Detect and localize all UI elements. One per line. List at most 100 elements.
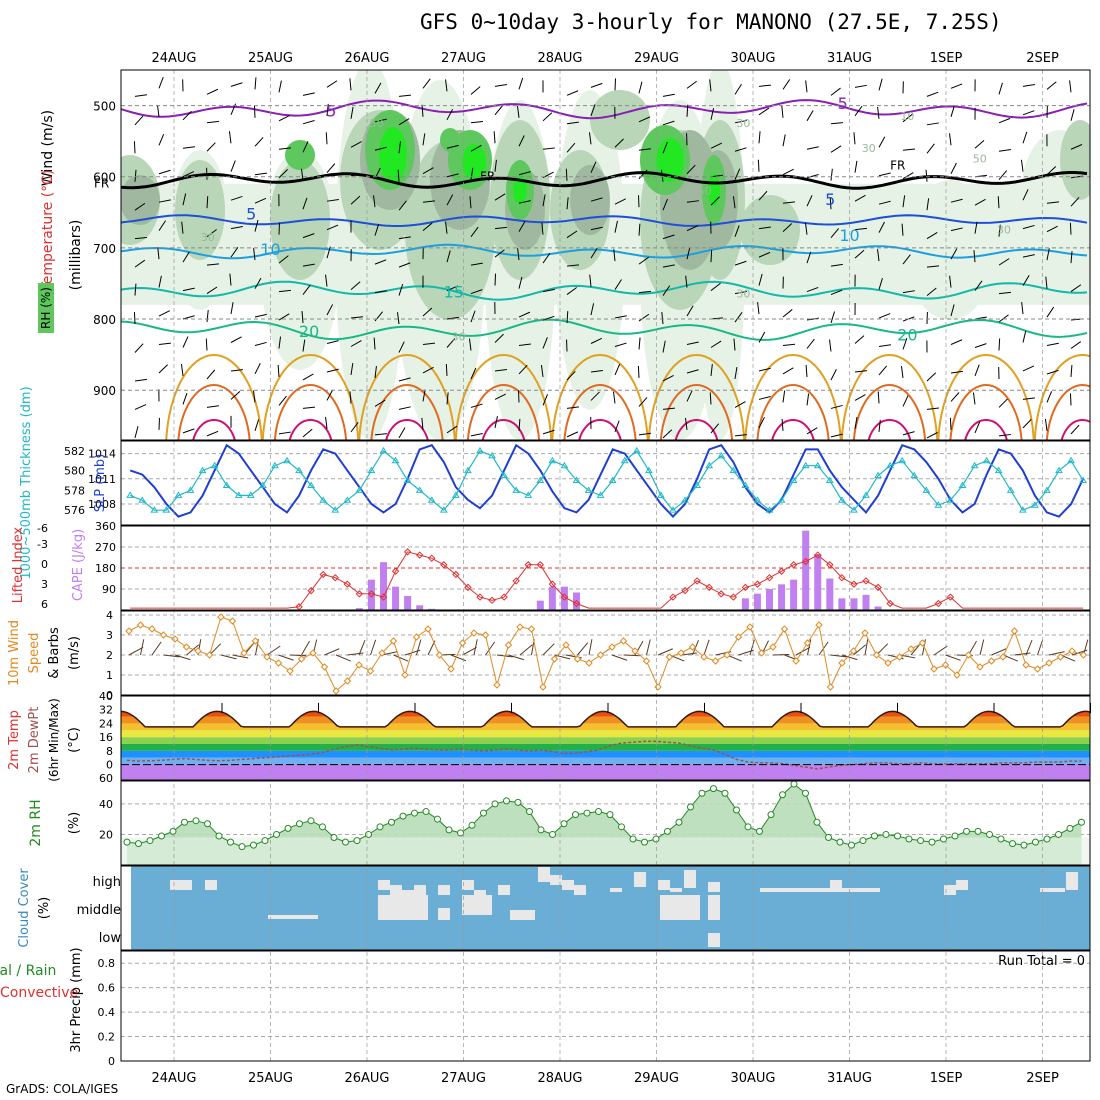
- wind-barb: [1022, 131, 1028, 144]
- panel-frame: [120, 525, 1091, 611]
- wind-barbs-upper: [133, 76, 1083, 439]
- wind-barb: [638, 397, 648, 407]
- wind-barb: [758, 367, 771, 372]
- wind-speed-point: [493, 681, 501, 689]
- y-tick-wind: 1: [106, 669, 113, 682]
- wind-barb: [278, 431, 291, 435]
- wind-speed-point: [757, 649, 766, 657]
- wind-barb: [734, 434, 747, 437]
- rh-point: [319, 823, 326, 831]
- wind-barb-10m: [128, 646, 144, 656]
- wind-barb: [326, 163, 336, 174]
- y-tick-precip: 0: [108, 1055, 115, 1068]
- wind-barb: [878, 221, 885, 233]
- wind-barb: [950, 162, 957, 174]
- wind-barb: [157, 247, 160, 260]
- date-label-top: 26AUG: [344, 51, 389, 66]
- y-label-barbs: & Barbs: [47, 627, 62, 679]
- y-tick-rh: 20: [99, 828, 113, 841]
- thickness-point: [391, 456, 400, 464]
- rh-point: [641, 838, 648, 846]
- wind-barb: [181, 221, 184, 234]
- wind-barb: [446, 250, 451, 263]
- wind-barb: [470, 367, 477, 380]
- wind-speed-point: [619, 637, 628, 645]
- wind-barb: [206, 369, 216, 380]
- wind-barb: [949, 417, 952, 430]
- wind-barb: [182, 428, 195, 434]
- wind-barb: [950, 304, 955, 317]
- wind-barb: [662, 407, 675, 410]
- cloud-bar: [390, 885, 402, 895]
- li-point: [838, 573, 846, 582]
- temp-contour-warm: [358, 354, 456, 440]
- wind-barb: [542, 288, 555, 293]
- wind-barb: [734, 119, 747, 124]
- date-label-bottom: 26AUG: [344, 1071, 389, 1086]
- wind-barb: [349, 391, 352, 404]
- temp-band: [121, 737, 1090, 744]
- cape-bar: [741, 598, 749, 610]
- temp-contour-warm: [949, 384, 1023, 440]
- date-label-bottom: 24AUG: [151, 1071, 196, 1086]
- wind-speed-point: [895, 653, 904, 661]
- wind-barb: [470, 310, 476, 323]
- wind-barb: [350, 363, 354, 376]
- y-label-rh-pct: (%): [67, 812, 82, 835]
- wind-barb: [806, 251, 812, 264]
- cape-bar: [536, 600, 544, 610]
- wind-barb: [974, 343, 987, 348]
- wind-barb: [422, 133, 426, 146]
- wind-barb: [950, 83, 963, 89]
- wind-barb: [374, 433, 387, 436]
- y-label-ms: (m/s): [67, 636, 82, 670]
- wind-barb: [686, 80, 697, 89]
- wind-barb: [518, 418, 521, 431]
- y-label-thickness: 1000~500mb Thickness (dm): [19, 386, 34, 579]
- wind-barb: [902, 290, 915, 294]
- y-label-cape: CAPE (J/kg): [71, 529, 86, 601]
- rh-blob: [1060, 120, 1090, 200]
- wind-speed-point: [976, 663, 984, 671]
- wind-barb: [614, 315, 627, 319]
- wind-barb: [1022, 330, 1027, 343]
- thickness-point: [693, 481, 702, 488]
- panel-frame: [120, 69, 1091, 441]
- wind-barb: [1070, 424, 1080, 435]
- wind-barb: [686, 305, 694, 317]
- wind-barb: [878, 313, 891, 319]
- wind-barb: [158, 134, 165, 146]
- wind-barb: [782, 223, 793, 233]
- wind-barb: [182, 287, 195, 292]
- wind-barb: [1044, 418, 1048, 431]
- wind-speed-point: [389, 637, 398, 645]
- wind-barb: [805, 80, 808, 93]
- wind-barb: [206, 310, 209, 323]
- thickness-point: [644, 466, 653, 474]
- wind-barb: [758, 273, 763, 286]
- wind-barb: [302, 141, 309, 153]
- wind-barb: [518, 364, 528, 375]
- wind-barb: [878, 200, 891, 205]
- rh-contour-label: 50: [370, 117, 384, 130]
- rh-point: [836, 838, 844, 846]
- wind-barb: [878, 172, 891, 177]
- wind-barb: [806, 195, 813, 207]
- y-tick-thickness: 576: [64, 504, 85, 517]
- thickness-point: [174, 491, 183, 498]
- wind-barb: [542, 429, 555, 435]
- wind-barb: [901, 223, 904, 236]
- wind-barb: [1021, 302, 1024, 315]
- y-tick-temp: 16: [99, 731, 113, 744]
- rh-point: [859, 837, 867, 845]
- precip-label-convective: Convective: [0, 985, 78, 1001]
- li-point: [862, 577, 870, 585]
- temp-contour-warm: [840, 354, 939, 440]
- wind-barb: [974, 280, 983, 291]
- wind-barb: [542, 112, 553, 122]
- li-point: [488, 596, 496, 605]
- date-label-bottom: 2SEP: [1026, 1071, 1059, 1086]
- wind-barb: [398, 262, 411, 268]
- wind-barb: [998, 398, 1008, 408]
- rh-point: [756, 827, 763, 835]
